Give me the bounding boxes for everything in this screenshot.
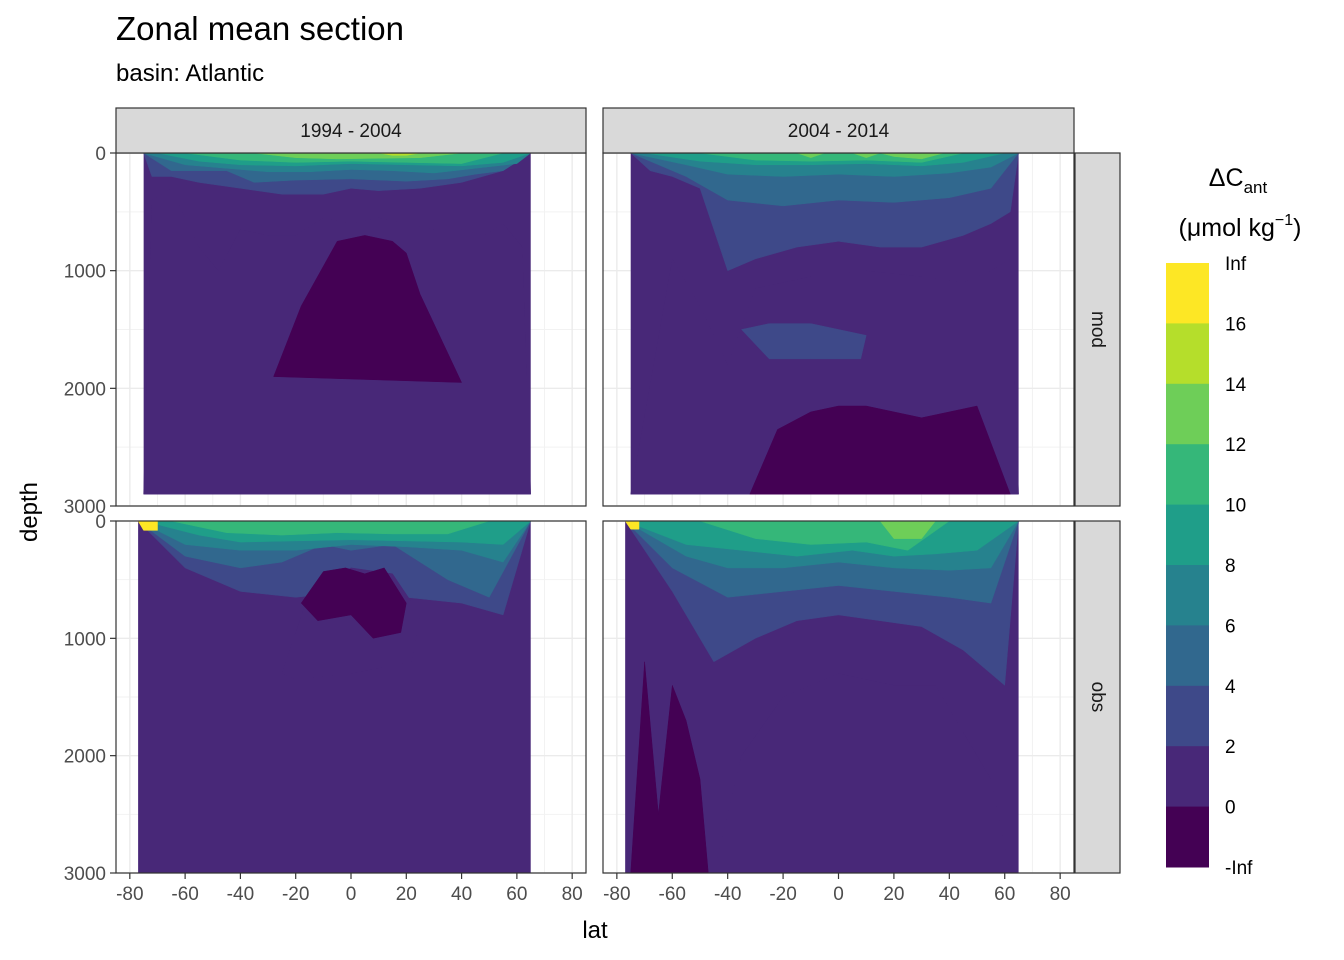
x-tick-label: 40 <box>451 884 472 905</box>
facet-strip-label: 2004 - 2014 <box>788 121 890 142</box>
facet-panel <box>602 152 1075 507</box>
chart-title: Zonal mean section <box>116 10 404 47</box>
legend-break-label: 4 <box>1225 677 1236 698</box>
y-tick-label: 0 <box>95 144 106 165</box>
x-tick-label: 60 <box>994 884 1015 905</box>
contour-band <box>171 521 490 536</box>
facet-strip-label: obs <box>1087 682 1108 713</box>
legend: ΔCant (μmol kg−1) Inf 16 14 12 10 8 6 4 2 0 -Inf <box>1166 164 1301 879</box>
contour-band <box>624 521 640 530</box>
contour-band <box>630 661 709 873</box>
legend-break-label: Inf <box>1225 254 1247 275</box>
legend-color-key <box>1166 504 1209 566</box>
legend-color-key <box>1166 685 1209 747</box>
y-tick-label: 1000 <box>64 262 106 283</box>
x-tick-label: -80 <box>116 884 143 905</box>
y-tick-label: 3000 <box>64 864 106 885</box>
y-tick-label: 3000 <box>64 497 106 518</box>
contour-group <box>143 153 531 495</box>
x-axis-title: lat <box>582 917 608 944</box>
facet-panel: 0 1000 2000 3000 <box>64 144 587 518</box>
y-tick-label: 2000 <box>64 747 106 768</box>
x-tick-label: -60 <box>659 884 686 905</box>
contour-group <box>630 153 1019 495</box>
legend-color-key <box>1166 383 1209 445</box>
x-tick-label: 80 <box>562 884 583 905</box>
legend-color-key <box>1166 444 1209 506</box>
x-tick-label: 0 <box>833 884 844 905</box>
x-tick-label: -80 <box>603 884 630 905</box>
facet-strip-column <box>602 107 1075 154</box>
contour-band <box>137 521 158 531</box>
contour-band <box>879 521 936 539</box>
y-axis-title: depth <box>16 482 43 542</box>
x-tick-label: 20 <box>883 884 904 905</box>
contour-group <box>137 521 531 873</box>
contour-band <box>300 567 407 639</box>
contour-band <box>713 673 1011 873</box>
facet-strip-row <box>1074 520 1121 874</box>
legend-break-label: 12 <box>1225 435 1246 456</box>
legend-break-label: 16 <box>1225 314 1246 335</box>
x-tick-label: -20 <box>282 884 309 905</box>
contour-band <box>796 153 945 160</box>
x-tick-label: -60 <box>171 884 198 905</box>
x-tick-label: 60 <box>506 884 527 905</box>
y-tick-label: 2000 <box>64 379 106 400</box>
x-tick-label: -40 <box>714 884 741 905</box>
legend-break-label: 6 <box>1225 616 1236 637</box>
legend-break-label: -Inf <box>1225 858 1253 879</box>
legend-color-key <box>1166 625 1209 687</box>
legend-color-key <box>1166 746 1209 808</box>
y-tick-label: 0 <box>95 512 106 533</box>
legend-color-key <box>1166 323 1209 385</box>
legend-title: ΔCant <box>1209 164 1268 197</box>
y-tick-label: 1000 <box>64 629 106 650</box>
x-tick-label: 40 <box>939 884 960 905</box>
contour-band <box>741 323 867 360</box>
facet-strip-label: mod <box>1087 311 1108 348</box>
chart-subtitle: basin: Atlantic <box>116 60 265 87</box>
legend-color-key <box>1166 263 1209 324</box>
legend-break-label: 2 <box>1225 737 1236 758</box>
facet-strip-row <box>1074 152 1121 507</box>
facet-panel: -80 -60 -40 -20 0 20 40 60 80 <box>602 520 1075 905</box>
legend-break-label: 0 <box>1225 798 1236 819</box>
legend-color-key <box>1166 806 1209 868</box>
x-tick-label: 20 <box>396 884 417 905</box>
legend-break-label: 14 <box>1225 375 1247 396</box>
facet-strip-column <box>115 107 587 154</box>
contour-group <box>624 521 1019 873</box>
facet-panel: -80 -60 -40 -20 0 20 40 60 80 0 1000 2000 3000 <box>64 512 587 905</box>
legend-color-key <box>1166 565 1209 626</box>
legend-unit: (μmol kg−1) <box>1179 212 1302 242</box>
x-tick-label: -20 <box>769 884 796 905</box>
x-tick-label: -40 <box>227 884 254 905</box>
legend-break-label: 10 <box>1225 496 1246 517</box>
x-tick-label: 80 <box>1050 884 1071 905</box>
contour-band <box>749 405 1011 495</box>
x-tick-label: 0 <box>346 884 357 905</box>
facet-strip-label: 1994 - 2004 <box>300 121 402 142</box>
legend-break-label: 8 <box>1225 556 1236 577</box>
contour-band <box>273 235 462 383</box>
